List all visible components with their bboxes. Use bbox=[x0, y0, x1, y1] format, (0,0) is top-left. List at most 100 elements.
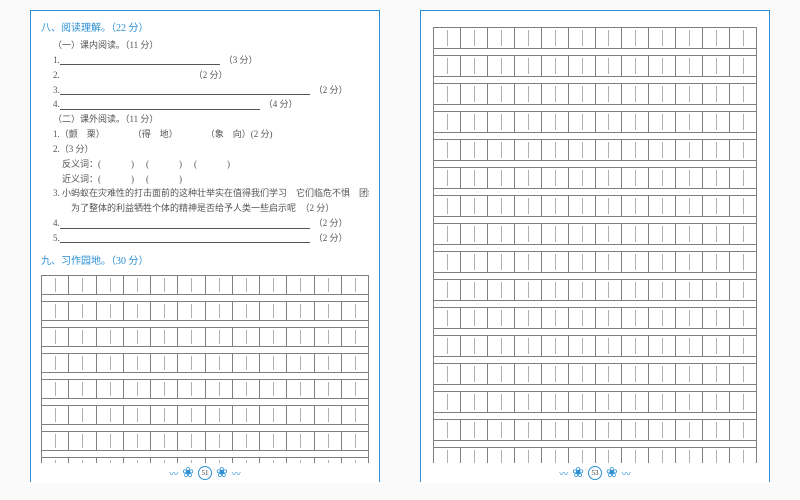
grid-cell bbox=[542, 168, 569, 188]
grid-cell bbox=[515, 336, 542, 356]
grid-cell bbox=[461, 168, 488, 188]
swirl-icon: 〰 bbox=[622, 467, 631, 480]
grid-cell bbox=[287, 432, 314, 450]
grid-spacer-cell bbox=[42, 425, 368, 431]
grid-cell bbox=[461, 224, 488, 244]
grid-cell bbox=[124, 276, 151, 294]
grid-cell bbox=[124, 302, 151, 320]
grid-cell bbox=[233, 276, 260, 294]
q4: 4.（4 分） bbox=[53, 97, 369, 112]
grid-cell bbox=[260, 432, 287, 450]
grid-cell bbox=[488, 168, 515, 188]
q2-1: 1.（颤 栗）（得 地）（象 向）(2 分) bbox=[53, 127, 369, 142]
grid-cell bbox=[178, 380, 205, 398]
grid-row bbox=[434, 28, 756, 49]
grid-spacer-cell bbox=[434, 441, 756, 447]
grid-row bbox=[42, 328, 368, 347]
q2-3b: 为了整体的利益牺牲个体的精神是否给予人类一些启示呢 （2 分） bbox=[53, 201, 369, 216]
grid-cell bbox=[569, 140, 596, 160]
grid-cell bbox=[515, 364, 542, 384]
grid-cell bbox=[676, 28, 703, 48]
swirl-icon: 〰 bbox=[232, 467, 241, 480]
grid-cell bbox=[178, 276, 205, 294]
grid-row bbox=[434, 308, 756, 329]
grid-spacer-cell bbox=[434, 49, 756, 55]
grid-cell bbox=[461, 308, 488, 328]
grid-cell bbox=[515, 224, 542, 244]
grid-cell bbox=[730, 56, 756, 76]
grid-cell bbox=[515, 112, 542, 132]
grid-cell bbox=[488, 140, 515, 160]
grid-cell bbox=[730, 196, 756, 216]
grid-cell bbox=[488, 252, 515, 272]
grid-cell bbox=[434, 112, 461, 132]
grid-cell bbox=[124, 328, 151, 346]
footer-right: 〰 ❀ 53 ❀ 〰 bbox=[421, 463, 769, 483]
q2-4-pts: （2 分） bbox=[314, 218, 348, 228]
fan-line: 反义词：()()() bbox=[53, 157, 369, 172]
grid-cell bbox=[730, 140, 756, 160]
grid-cell bbox=[703, 196, 730, 216]
grid-cell bbox=[42, 380, 69, 398]
page-number-left: 51 bbox=[198, 466, 212, 480]
grid-spacer-cell bbox=[434, 385, 756, 391]
grid-cell bbox=[461, 140, 488, 160]
writing-grid-left bbox=[41, 275, 369, 477]
grid-cell bbox=[287, 328, 314, 346]
grid-cell bbox=[69, 276, 96, 294]
grid-cell bbox=[461, 392, 488, 412]
grid-cell bbox=[542, 224, 569, 244]
grid-cell bbox=[676, 196, 703, 216]
q2-1c: （象 向）(2 分) bbox=[206, 129, 273, 139]
grid-cell bbox=[151, 432, 178, 450]
grid-cell bbox=[676, 392, 703, 412]
grid-cell bbox=[488, 308, 515, 328]
grid-cell bbox=[233, 406, 260, 424]
grid-cell bbox=[488, 56, 515, 76]
grid-cell bbox=[676, 140, 703, 160]
swirl-icon: 〰 bbox=[559, 467, 568, 480]
q2-1b: （得 地） bbox=[133, 129, 178, 139]
grid-cell bbox=[42, 432, 69, 450]
grid-cell bbox=[515, 308, 542, 328]
grid-spacer-cell bbox=[434, 357, 756, 363]
q2-3a: 3. 小蚂蚁在灾难性的打击面前的这种壮举实在值得我们学习 它们临危不惧 团结一心 bbox=[53, 186, 369, 201]
grid-cell bbox=[649, 84, 676, 104]
grid-spacer bbox=[434, 329, 756, 336]
grid-cell bbox=[569, 280, 596, 300]
grid-cell bbox=[515, 168, 542, 188]
grid-cell bbox=[315, 276, 342, 294]
grid-cell bbox=[730, 28, 756, 48]
grid-cell bbox=[703, 224, 730, 244]
grid-cell bbox=[730, 336, 756, 356]
grid-spacer-cell bbox=[42, 321, 368, 327]
grid-cell bbox=[233, 380, 260, 398]
grid-cell bbox=[315, 406, 342, 424]
grid-spacer-cell bbox=[434, 105, 756, 111]
grid-cell bbox=[542, 84, 569, 104]
grid-cell bbox=[649, 168, 676, 188]
section-8-body: （一）课内阅读。（11 分） 1.（3 分） 2.（2 分） 3.（2 分） 4… bbox=[41, 38, 369, 246]
q2-num: 2. bbox=[53, 70, 60, 80]
grid-cell bbox=[488, 364, 515, 384]
grid-cell bbox=[703, 56, 730, 76]
page-right: 〰 ❀ 53 ❀ 〰 bbox=[420, 10, 770, 482]
grid-cell bbox=[596, 392, 623, 412]
grid-cell bbox=[233, 354, 260, 372]
page-left: 八、阅读理解。（22 分） （一）课内阅读。（11 分） 1.（3 分） 2.（… bbox=[30, 10, 380, 482]
grid-spacer-cell bbox=[434, 301, 756, 307]
grid-row bbox=[434, 420, 756, 441]
grid-spacer bbox=[434, 161, 756, 168]
grid-cell bbox=[703, 364, 730, 384]
grid-cell bbox=[622, 336, 649, 356]
grid-cell bbox=[488, 196, 515, 216]
grid-cell bbox=[287, 406, 314, 424]
grid-cell bbox=[569, 56, 596, 76]
grid-cell bbox=[569, 112, 596, 132]
grid-cell bbox=[676, 364, 703, 384]
grid-spacer-cell bbox=[42, 451, 368, 457]
grid-cell bbox=[434, 308, 461, 328]
grid-cell bbox=[461, 56, 488, 76]
flower-icon: ❀ bbox=[572, 465, 584, 482]
grid-row bbox=[434, 336, 756, 357]
